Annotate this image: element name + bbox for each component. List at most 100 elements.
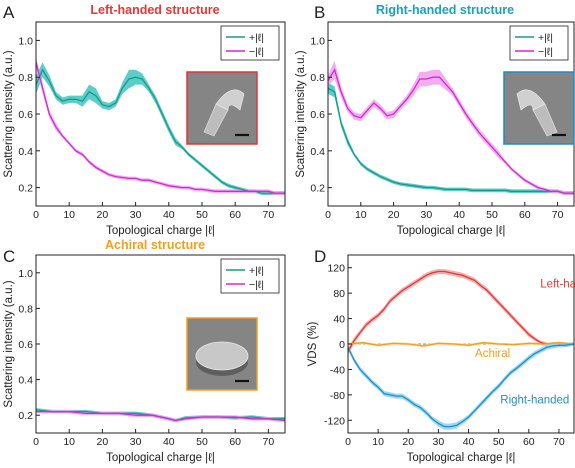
y-tick-label: -120 bbox=[324, 415, 345, 427]
panel-C: C Achiral structure 0 10 20 30 40 50 60 70 0.2 0.4 0… bbox=[3, 238, 286, 464]
x-tick-label: 30 bbox=[421, 209, 433, 221]
x-tick-label: 30 bbox=[130, 209, 142, 221]
y-tick-label: 40 bbox=[333, 314, 345, 326]
x-tick-label: 60 bbox=[519, 209, 531, 221]
y-tick-label: 80 bbox=[333, 288, 345, 300]
series-label: Left-handed bbox=[540, 279, 575, 291]
x-tick-label: 60 bbox=[523, 436, 535, 448]
x-tick-label: 50 bbox=[493, 436, 505, 448]
panel-letter: A bbox=[3, 3, 15, 22]
series-line-2 bbox=[348, 343, 574, 428]
series-line-0 bbox=[348, 270, 548, 352]
y-tick-label: 0.4 bbox=[310, 146, 325, 158]
chart-title: Left-handed structure bbox=[90, 3, 219, 17]
x-tick-label: 20 bbox=[97, 436, 109, 448]
x-tick-label: 70 bbox=[553, 436, 565, 448]
y-tick-label: 0.4 bbox=[18, 146, 33, 158]
series-line-1 bbox=[36, 410, 285, 422]
helix-structure bbox=[203, 89, 245, 137]
x-tick-label: 0 bbox=[325, 209, 331, 221]
panel-D: D 0 10 20 30 40 50 60 70 -120 -80 -40 0 40 80 120 Topolo… bbox=[307, 247, 575, 464]
legend-box bbox=[509, 25, 569, 61]
y-axis-label: VDS (%) bbox=[307, 321, 319, 366]
x-tick-label: 0 bbox=[33, 436, 39, 448]
y-tick-label: 0.8 bbox=[18, 303, 33, 315]
x-tick-label: 70 bbox=[263, 209, 275, 221]
chart-title: Achiral structure bbox=[105, 238, 205, 252]
chart-title: Right-handed structure bbox=[376, 3, 514, 17]
x-tick-label: 30 bbox=[130, 436, 142, 448]
x-tick-label: 20 bbox=[97, 209, 109, 221]
x-tick-label: 50 bbox=[486, 209, 498, 221]
y-tick-label: 0.2 bbox=[18, 183, 33, 195]
x-tick-label: 20 bbox=[388, 209, 400, 221]
x-tick-label: 50 bbox=[196, 436, 208, 448]
series-line-0 bbox=[328, 87, 574, 194]
x-tick-label: 0 bbox=[345, 436, 351, 448]
y-tick-label: 0.8 bbox=[310, 72, 325, 84]
y-tick-label: 0.8 bbox=[18, 72, 33, 84]
series-band-2 bbox=[348, 342, 574, 430]
series-label: Achiral bbox=[475, 348, 510, 360]
y-tick-label: 1.0 bbox=[18, 268, 33, 280]
y-tick-label: -80 bbox=[330, 390, 345, 402]
x-tick-label: 50 bbox=[196, 209, 208, 221]
series-band-1 bbox=[328, 60, 574, 195]
helix-structure bbox=[516, 89, 558, 137]
x-tick-label: 40 bbox=[163, 436, 175, 448]
panel-letter: C bbox=[3, 247, 15, 266]
y-axis-label: Scattering intensity (a.u.) bbox=[3, 280, 15, 407]
y-tick-label: -40 bbox=[330, 364, 345, 376]
panel-B: B Right-handed structure 0 10 20 30 40 50 60 70 0.… bbox=[295, 3, 575, 237]
series-band-0 bbox=[36, 62, 285, 195]
x-axis-label: Topological charge |ℓ| bbox=[407, 452, 516, 464]
sem-inset-image bbox=[503, 71, 575, 145]
x-tick-label: 70 bbox=[263, 436, 275, 448]
y-tick-label: 0 bbox=[339, 339, 345, 351]
y-tick-label: 0.6 bbox=[18, 109, 33, 121]
x-tick-label: 40 bbox=[163, 209, 175, 221]
y-tick-label: 1.0 bbox=[18, 35, 33, 47]
x-tick-label: 10 bbox=[63, 436, 75, 448]
y-tick-label: 0.6 bbox=[18, 339, 33, 351]
sem-inset-image bbox=[186, 317, 258, 391]
y-tick-label: 1.0 bbox=[310, 35, 325, 47]
legend-label: +|ℓ| bbox=[538, 32, 553, 44]
legend-box bbox=[220, 25, 280, 61]
series-line-1 bbox=[328, 68, 574, 194]
series-line-1 bbox=[348, 342, 574, 347]
legend-box bbox=[220, 258, 280, 294]
helix-upper bbox=[215, 89, 245, 111]
x-axis-label: Topological charge |ℓ| bbox=[106, 452, 215, 464]
y-tick-label: 0.6 bbox=[310, 109, 325, 121]
disc-top bbox=[195, 341, 249, 371]
x-tick-label: 40 bbox=[453, 209, 465, 221]
y-tick-label: 0.4 bbox=[18, 375, 33, 387]
x-axis-label: Topological charge |ℓ| bbox=[397, 225, 506, 237]
x-tick-label: 60 bbox=[229, 209, 241, 221]
x-tick-label: 10 bbox=[372, 436, 384, 448]
series-label: Right-handed bbox=[500, 394, 569, 406]
y-tick-label: 120 bbox=[327, 263, 345, 275]
series-line-1 bbox=[36, 62, 285, 194]
x-tick-label: 40 bbox=[463, 436, 475, 448]
x-tick-label: 70 bbox=[552, 209, 564, 221]
sem-inset-image bbox=[186, 71, 258, 145]
x-tick-label: 60 bbox=[229, 436, 241, 448]
y-tick-label: 0.2 bbox=[18, 410, 33, 422]
y-tick-label: 0.2 bbox=[310, 183, 325, 195]
helix-upper bbox=[516, 89, 546, 111]
x-axis-label: Topological charge |ℓ| bbox=[106, 225, 215, 237]
panel-A: A Left-handed structure 0 10 20 30 40 50 60 70 0.2… bbox=[3, 3, 286, 237]
legend-label: +|ℓ| bbox=[249, 265, 264, 277]
series-band-0 bbox=[348, 269, 547, 356]
legend-label: −|ℓ| bbox=[538, 46, 553, 58]
y-axis-label: Scattering intensity (a.u.) bbox=[295, 50, 307, 177]
x-tick-label: 10 bbox=[63, 209, 75, 221]
x-tick-label: 20 bbox=[402, 436, 414, 448]
panel-letter: D bbox=[314, 247, 326, 266]
panel-letter: B bbox=[314, 3, 325, 22]
x-tick-label: 0 bbox=[33, 209, 39, 221]
legend-label: −|ℓ| bbox=[249, 46, 264, 58]
